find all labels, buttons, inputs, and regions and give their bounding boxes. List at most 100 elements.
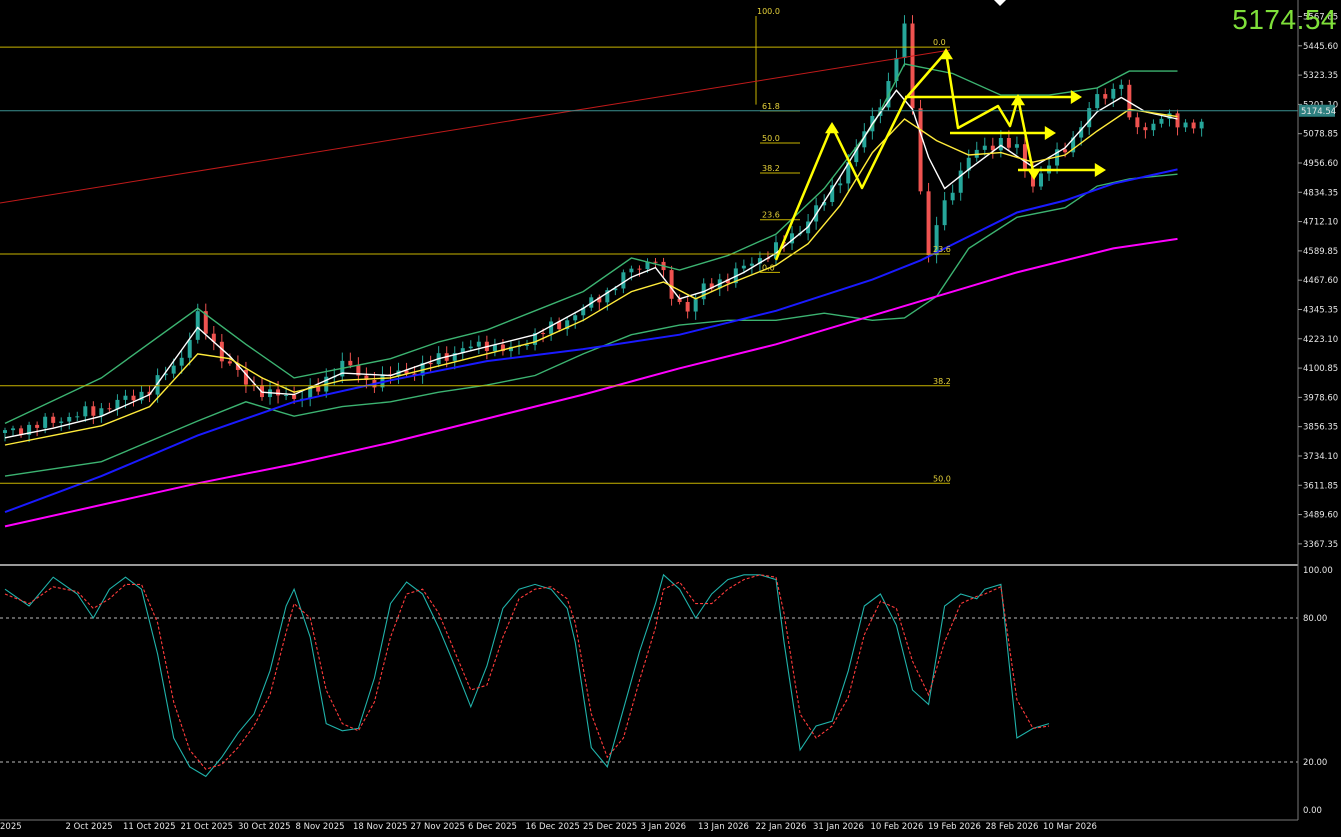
candle-body[interactable]	[541, 333, 546, 335]
candle-body[interactable]	[637, 268, 642, 270]
candle-body[interactable]	[468, 346, 473, 349]
candle-body[interactable]	[942, 200, 947, 226]
candle-body[interactable]	[348, 360, 353, 366]
candle-body[interactable]	[155, 375, 160, 395]
candle-body[interactable]	[460, 348, 465, 354]
candle-body[interactable]	[1199, 121, 1204, 129]
candle-body[interactable]	[476, 341, 481, 347]
candle-body[interactable]	[171, 365, 176, 374]
candle-body[interactable]	[1127, 84, 1132, 118]
candle-body[interactable]	[653, 261, 658, 263]
candle-body[interactable]	[235, 363, 240, 370]
candle-body[interactable]	[404, 370, 409, 374]
candle-body[interactable]	[549, 321, 554, 334]
candle-body[interactable]	[613, 288, 618, 291]
time-shift-marker[interactable]	[994, 0, 1006, 6]
candle-body[interactable]	[998, 137, 1003, 151]
candle-body[interactable]	[1095, 94, 1100, 109]
candle-body[interactable]	[1063, 149, 1068, 153]
candle-body[interactable]	[773, 242, 778, 259]
candle-body[interactable]	[308, 386, 313, 399]
candle-body[interactable]	[862, 131, 867, 148]
candle-body[interactable]	[211, 333, 216, 342]
candle-body[interactable]	[147, 391, 152, 395]
candle-body[interactable]	[43, 416, 48, 428]
candle-body[interactable]	[838, 183, 843, 186]
candle-body[interactable]	[1175, 113, 1180, 128]
candle-body[interactable]	[525, 344, 530, 346]
candle-body[interactable]	[741, 265, 746, 269]
candle-body[interactable]	[276, 389, 281, 396]
candle-body[interactable]	[621, 272, 626, 289]
candle-body[interactable]	[364, 375, 369, 381]
candle-body[interactable]	[243, 369, 248, 385]
candle-body[interactable]	[597, 297, 602, 303]
candle-body[interactable]	[677, 298, 682, 303]
candle-body[interactable]	[115, 399, 120, 410]
candle-body[interactable]	[227, 361, 232, 364]
candle-body[interactable]	[1159, 118, 1164, 124]
candle-body[interactable]	[492, 344, 497, 351]
candle-body[interactable]	[19, 428, 24, 435]
candle-body[interactable]	[35, 424, 40, 428]
candle-body[interactable]	[565, 320, 570, 330]
candle-body[interactable]	[123, 395, 128, 400]
candle-body[interactable]	[573, 315, 578, 321]
candle-body[interactable]	[1079, 127, 1084, 138]
price-pane[interactable]	[3, 15, 1204, 528]
candle-body[interactable]	[1183, 122, 1188, 128]
candle-body[interactable]	[83, 406, 88, 417]
candle-body[interactable]	[854, 147, 859, 163]
candle-body[interactable]	[163, 373, 168, 376]
candle-body[interactable]	[1191, 122, 1196, 129]
candle-body[interactable]	[1039, 173, 1044, 187]
candle-body[interactable]	[99, 408, 104, 416]
candle-body[interactable]	[27, 424, 32, 435]
candle-body[interactable]	[1022, 144, 1027, 170]
candle-body[interactable]	[292, 395, 297, 399]
candle-body[interactable]	[934, 225, 939, 256]
candle-body[interactable]	[11, 428, 16, 431]
candle-body[interactable]	[1006, 137, 1011, 148]
candle-body[interactable]	[3, 430, 7, 433]
candle-body[interactable]	[685, 302, 690, 312]
candle-body[interactable]	[91, 406, 96, 416]
candle-body[interactable]	[830, 185, 835, 202]
candle-body[interactable]	[918, 108, 923, 192]
candle-body[interactable]	[990, 145, 995, 151]
candle-body[interactable]	[669, 270, 674, 299]
candle-body[interactable]	[557, 321, 562, 330]
candle-body[interactable]	[846, 162, 851, 184]
candle-body[interactable]	[203, 311, 208, 334]
candle-body[interactable]	[1135, 117, 1140, 128]
candle-body[interactable]	[380, 374, 385, 388]
candle-body[interactable]	[1103, 94, 1108, 99]
candle-body[interactable]	[131, 395, 136, 401]
candle-body[interactable]	[645, 261, 650, 270]
candle-body[interactable]	[982, 145, 987, 150]
candle-body[interactable]	[605, 290, 610, 303]
candle-body[interactable]	[179, 357, 184, 366]
candle-body[interactable]	[51, 416, 56, 423]
candle-body[interactable]	[251, 384, 256, 386]
candle-body[interactable]	[1014, 144, 1019, 148]
candle-body[interactable]	[966, 157, 971, 171]
candle-body[interactable]	[316, 386, 321, 392]
candle-body[interactable]	[452, 353, 457, 361]
candle-body[interactable]	[1111, 88, 1116, 99]
candle-body[interactable]	[508, 346, 513, 352]
candle-body[interactable]	[757, 258, 762, 264]
candle-body[interactable]	[725, 279, 730, 284]
candle-body[interactable]	[749, 263, 754, 266]
candle-body[interactable]	[195, 311, 200, 340]
candle-body[interactable]	[356, 365, 361, 376]
candle-body[interactable]	[709, 283, 714, 289]
candle-body[interactable]	[902, 23, 907, 59]
candle-body[interactable]	[59, 421, 64, 423]
candle-body[interactable]	[219, 341, 224, 362]
candle-body[interactable]	[500, 344, 505, 352]
candle-body[interactable]	[693, 299, 698, 312]
candle-body[interactable]	[1087, 108, 1092, 128]
candle-body[interactable]	[958, 170, 963, 193]
